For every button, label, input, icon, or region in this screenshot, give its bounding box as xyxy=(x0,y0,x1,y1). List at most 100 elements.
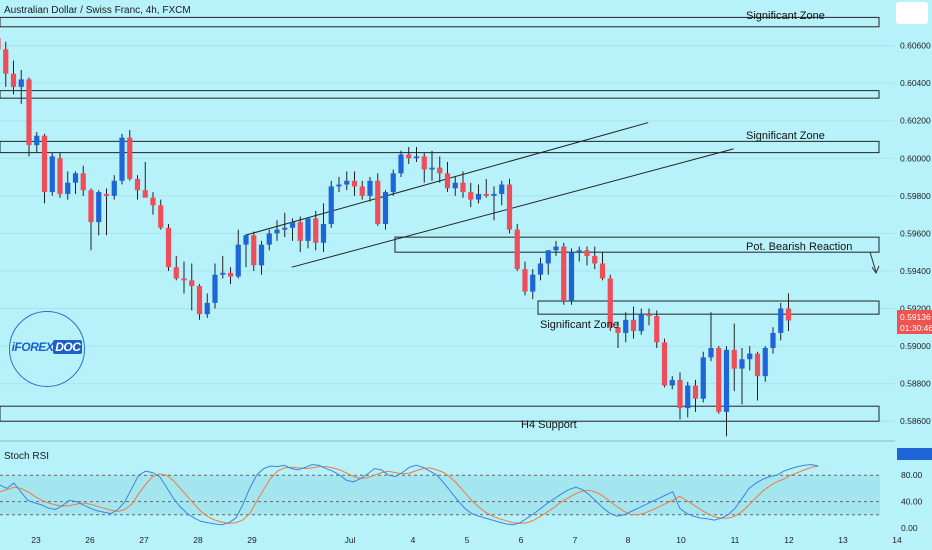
channel-line[interactable] xyxy=(291,148,734,268)
candle xyxy=(654,310,660,348)
candle xyxy=(351,171,358,196)
zone-label-4: Significant Zone xyxy=(540,319,619,331)
candle xyxy=(491,186,497,221)
candle xyxy=(483,178,489,198)
candle xyxy=(421,152,427,183)
candle xyxy=(204,293,210,318)
time-tick-label: 13 xyxy=(838,535,848,545)
candle xyxy=(150,192,156,215)
candle xyxy=(778,302,784,341)
tradingview-badge[interactable] xyxy=(896,2,928,24)
candle xyxy=(375,173,381,226)
time-tick-label: 29 xyxy=(247,535,257,545)
time-tick-label: 28 xyxy=(193,535,203,545)
candle xyxy=(561,242,567,305)
candle xyxy=(103,188,110,236)
price-tick-label: 0.58600 xyxy=(900,416,931,426)
candle xyxy=(359,180,365,200)
candle xyxy=(367,177,373,202)
candle xyxy=(227,267,234,285)
candle xyxy=(429,150,435,181)
time-tick-label: 23 xyxy=(31,535,41,545)
candle xyxy=(599,252,606,281)
candle xyxy=(41,133,48,204)
candle xyxy=(258,240,265,275)
time-tick-label: 14 xyxy=(892,535,902,545)
zone-box[interactable] xyxy=(0,140,880,154)
candle xyxy=(785,293,792,332)
candle xyxy=(57,152,63,198)
time-tick-label: 8 xyxy=(626,535,631,545)
candle xyxy=(530,269,536,300)
candle xyxy=(134,175,141,200)
candle xyxy=(390,169,396,196)
candle xyxy=(747,346,753,371)
logo-text: iFOREX DOC xyxy=(11,340,83,354)
time-tick-label: 10 xyxy=(676,535,686,545)
current-price-label: 0.59136 xyxy=(900,312,931,322)
candle xyxy=(568,248,575,305)
candle xyxy=(3,41,9,87)
candle xyxy=(49,152,55,196)
candle xyxy=(96,190,102,236)
candle xyxy=(630,306,637,339)
zone-box[interactable] xyxy=(0,405,880,422)
candle xyxy=(584,246,590,266)
price-tick-label: 0.59600 xyxy=(900,228,931,238)
time-tick-label: 11 xyxy=(731,535,740,545)
rsi-level-label: 40.00 xyxy=(901,497,923,507)
candle xyxy=(344,171,350,191)
candle xyxy=(460,171,466,198)
candle xyxy=(452,177,458,196)
countdown-label: 01:30:46 xyxy=(900,323,932,333)
candle xyxy=(731,323,737,392)
candle xyxy=(770,327,776,354)
time-tick-label: Jul xyxy=(345,535,356,545)
candle xyxy=(65,171,71,200)
stoch-d-line xyxy=(0,465,819,524)
current-price-badge: 0.59136 01:30:46 xyxy=(897,310,932,334)
candle xyxy=(158,199,164,230)
candle xyxy=(289,218,296,241)
price-tick-label: 0.59400 xyxy=(900,266,931,276)
stoch-k-line xyxy=(0,464,819,526)
candle xyxy=(220,255,226,279)
candle xyxy=(762,346,768,382)
time-axis[interactable]: 23 26 27 28 29 Jul 4 5 6 7 8 10 11 12 13 14 xyxy=(31,535,902,545)
zone-label-5: H4 Support xyxy=(521,419,577,431)
price-axis[interactable]: 0.60600 0.60400 0.60200 0.60000 0.59800 0.596… xyxy=(900,41,931,427)
candle xyxy=(266,229,272,251)
candle xyxy=(499,180,505,206)
candle xyxy=(274,220,280,241)
candle xyxy=(607,274,613,332)
price-tick-label: 0.58800 xyxy=(900,379,931,389)
zone-box[interactable] xyxy=(0,90,880,99)
candle xyxy=(173,255,179,281)
candle xyxy=(444,162,451,193)
candle xyxy=(623,312,629,343)
zone-label-1: Significant Zone xyxy=(746,10,825,22)
candle xyxy=(142,162,148,198)
rsi-level-label: 0.00 xyxy=(901,523,918,533)
candle xyxy=(437,156,443,183)
candle xyxy=(0,38,1,50)
candle xyxy=(297,216,303,253)
candle xyxy=(320,203,327,253)
candle xyxy=(506,178,513,234)
stoch-rsi-label: Stoch RSI xyxy=(4,451,50,462)
candle xyxy=(661,338,668,388)
stoch-rsi-pane: 80.00 40.00 0.00 xyxy=(0,464,923,533)
candle xyxy=(646,308,652,326)
zones xyxy=(0,16,880,422)
candle xyxy=(537,257,544,281)
candle xyxy=(328,180,334,228)
candle xyxy=(723,346,730,437)
zone-box[interactable] xyxy=(0,16,880,28)
candle xyxy=(181,261,187,294)
zone-box[interactable] xyxy=(537,300,880,315)
candle xyxy=(80,165,86,196)
candle xyxy=(708,312,714,362)
candle xyxy=(592,246,598,270)
